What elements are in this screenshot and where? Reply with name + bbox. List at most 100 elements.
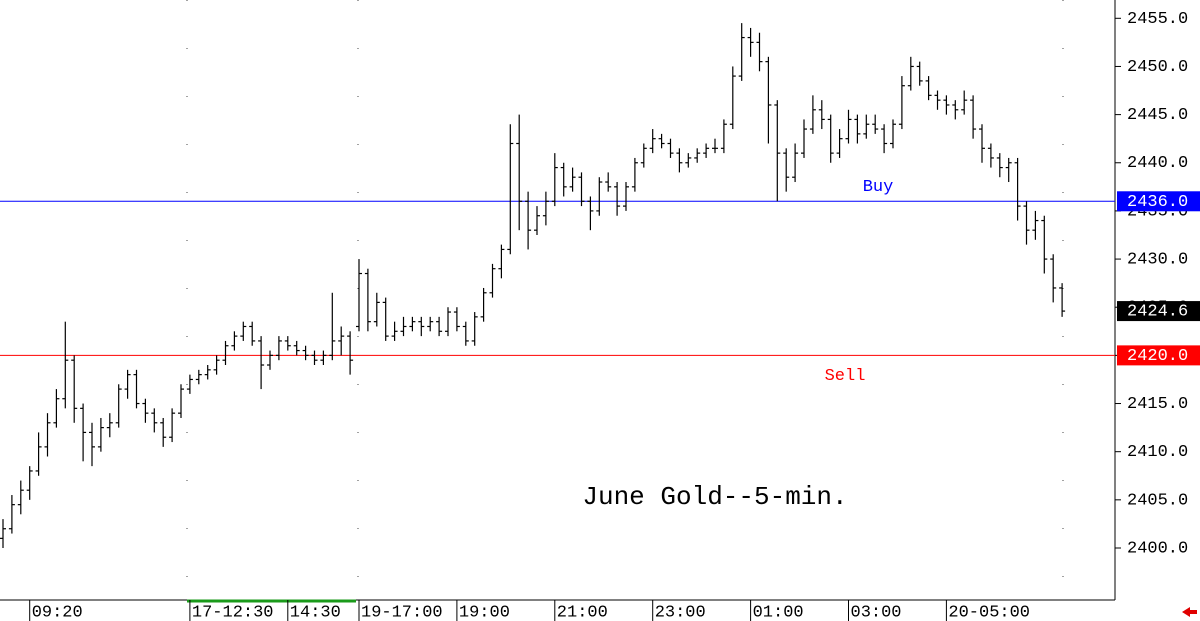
x-tick-label: 19:00 — [459, 603, 510, 621]
ohlc-bar — [818, 100, 825, 130]
ohlc-bar — [525, 191, 532, 250]
ohlc-bar — [1041, 215, 1048, 274]
x-tick-label: 17-12:30 — [192, 603, 274, 621]
x-tick-label: 21:00 — [557, 603, 608, 621]
ohlc-bar — [774, 100, 781, 202]
x-tick-label: 23:00 — [655, 603, 706, 621]
ohlc-bar — [872, 114, 879, 134]
ohlc-bar — [881, 124, 888, 154]
ohlc-bar — [186, 374, 193, 394]
ohlc-bar — [489, 263, 496, 298]
ohlc-bar — [685, 153, 692, 168]
ohlc-bar — [26, 466, 33, 500]
ohlc-bar — [302, 345, 309, 361]
ohlc-bar — [729, 66, 736, 130]
y-tick-label: 2440.0 — [1127, 154, 1188, 173]
level-value-label: 2436.0 — [1127, 193, 1188, 212]
ohlc-bar — [676, 148, 683, 173]
ohlc-bar — [863, 114, 870, 139]
ohlc-bar — [231, 331, 238, 351]
level-name: Buy — [863, 178, 894, 197]
ohlc-bar — [498, 244, 505, 279]
ohlc-bar — [106, 413, 113, 438]
ohlc-bar — [480, 287, 487, 322]
scroll-arrow[interactable] — [1182, 607, 1197, 617]
x-tick-label: 01:00 — [753, 603, 804, 621]
y-tick-label: 2415.0 — [1127, 395, 1188, 414]
ohlc-bar — [979, 124, 985, 163]
ohlc-bar — [712, 138, 718, 154]
x-tick-label: 03:00 — [851, 603, 902, 621]
x-tick-label: 09:20 — [32, 603, 83, 621]
ohlc-bar — [640, 143, 647, 168]
y-tick-label: 2430.0 — [1127, 251, 1188, 270]
ohlc-bar — [124, 369, 131, 399]
ohlc-bar — [934, 90, 941, 110]
ohlc-bar — [1005, 157, 1012, 183]
x-tick-label: 19-17:00 — [361, 603, 443, 621]
ohlc-bar — [845, 109, 852, 144]
ohlc-bar — [133, 369, 140, 409]
ohlc-bar — [1050, 254, 1057, 303]
ohlc-bar — [987, 143, 994, 168]
ohlc-bar — [765, 56, 772, 144]
ohlc-bar — [71, 355, 78, 423]
ohlc-bar — [80, 403, 87, 462]
ohlc-bar — [418, 316, 425, 337]
ohlc-bar — [507, 124, 514, 255]
y-tick-label: 2455.0 — [1127, 10, 1188, 29]
ohlc-bar — [605, 172, 612, 192]
ohlc-bar — [649, 129, 656, 154]
ohlc-bar — [916, 61, 923, 86]
ohlc-bar — [1032, 210, 1039, 240]
ohlc-bar — [560, 162, 567, 197]
ohlc-bar — [0, 519, 6, 548]
ohlc-bar — [925, 76, 932, 101]
ohlc-bar — [738, 23, 745, 81]
ohlc-bar — [258, 336, 265, 390]
ohlc-bar — [703, 143, 710, 158]
ohlc-bar — [409, 316, 416, 332]
ohlc-bar — [373, 292, 380, 327]
ohlc-bar — [631, 157, 638, 192]
last-price-label: 2424.6 — [1127, 303, 1188, 322]
y-tick-label: 2405.0 — [1127, 491, 1188, 510]
y-tick-label: 2445.0 — [1127, 106, 1188, 125]
ohlc-bar — [151, 408, 158, 433]
level-value-label: 2420.0 — [1127, 347, 1188, 366]
ohlc-bar — [658, 133, 665, 149]
ohlc-bar — [747, 27, 754, 57]
ohlc-bar — [436, 316, 443, 337]
ohlc-bar — [195, 369, 202, 385]
x-tick-label: 20-05:00 — [948, 603, 1030, 621]
ohlc-bar — [970, 95, 977, 139]
ohlc-bar — [400, 316, 407, 337]
ohlc-bar — [89, 422, 95, 467]
ohlc-bar — [453, 307, 460, 332]
ohlc-bar — [53, 389, 60, 428]
ohlc-bar — [249, 321, 256, 346]
ohlc-bar — [943, 95, 950, 115]
ohlc-bar — [551, 153, 558, 207]
ohlc-bar — [311, 350, 318, 366]
ohlc-bar — [534, 206, 540, 235]
ohlc-bar — [275, 336, 282, 361]
ohlc-bar — [284, 336, 291, 351]
level-box — [1117, 191, 1200, 212]
ohlc-bar — [338, 326, 345, 356]
ohlc-bar — [427, 316, 434, 332]
ohlc-bar — [792, 143, 799, 183]
ohlc-bar — [62, 321, 69, 409]
ohlc-bar — [720, 119, 727, 154]
ohlc-bar — [996, 153, 1003, 178]
ohlc-bar — [391, 321, 398, 341]
ohlc-bar — [17, 480, 24, 515]
ohlc-bar — [596, 177, 603, 216]
ohlc-bar — [1059, 283, 1066, 317]
y-tick-label: 2410.0 — [1127, 443, 1188, 462]
ohlc-bar — [516, 114, 523, 231]
x-tick-label: 14:30 — [290, 603, 341, 621]
ohlc-bar — [587, 196, 594, 231]
ohlc-bar — [952, 100, 959, 120]
ohlc-bar — [898, 76, 905, 130]
